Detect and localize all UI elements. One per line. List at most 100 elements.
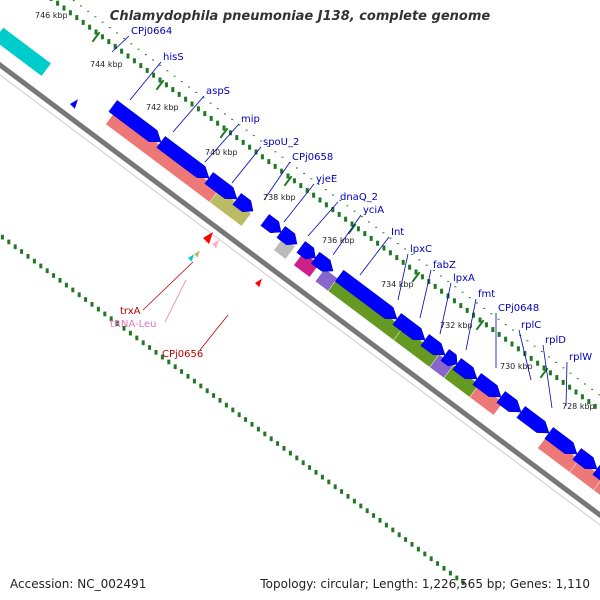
tick-mark — [71, 287, 75, 293]
tick-mark — [7, 239, 11, 245]
tick-mark — [96, 306, 100, 312]
tick-mark — [568, 384, 572, 390]
tick-mark — [252, 135, 255, 137]
tick-mark — [389, 237, 392, 239]
tick-mark — [561, 379, 565, 385]
small-feature — [203, 232, 213, 244]
tick-mark — [101, 21, 104, 23]
cds-arrow — [516, 406, 550, 434]
leader-line — [204, 123, 240, 163]
tick-mark — [375, 226, 378, 228]
tick-mark — [429, 556, 433, 562]
tick-mark — [396, 243, 399, 245]
tick-mark — [542, 365, 546, 371]
scale-label: 736 kbp — [322, 236, 355, 245]
scale-label: 734 kbp — [381, 280, 414, 289]
tick-mark — [423, 551, 427, 557]
tick-mark — [144, 54, 147, 56]
tick-mark — [281, 156, 284, 158]
tick-mark — [359, 503, 363, 509]
cds-arrow — [296, 241, 316, 260]
tick-mark — [256, 426, 260, 432]
tick-mark — [317, 183, 320, 185]
tick-mark — [274, 151, 277, 153]
tick-mark — [154, 350, 158, 355]
scale-tick — [219, 127, 229, 139]
labels: 746 kbp 744 kbp 742 kbp 740 kbp 738 kbp 736 k… — [35, 11, 595, 411]
cds-arrow — [392, 313, 426, 341]
tick-mark — [254, 149, 258, 155]
leader-line — [231, 146, 262, 184]
tick-mark — [100, 34, 104, 40]
tick-mark — [139, 63, 143, 69]
tick-mark — [64, 282, 68, 288]
tick-mark — [209, 115, 213, 121]
tick-mark — [490, 313, 493, 315]
tick-mark — [350, 221, 354, 227]
tick-mark — [286, 173, 290, 179]
tick-mark — [188, 86, 190, 88]
tick-mark — [84, 297, 88, 302]
tick-mark — [269, 436, 273, 442]
gene-label: CPj0664 — [131, 26, 172, 37]
feature-track — [0, 27, 600, 496]
tick-mark — [569, 372, 572, 374]
tick-mark — [145, 67, 149, 73]
gene-label: hisS — [163, 52, 184, 63]
tick-mark — [167, 359, 171, 365]
tick-mark — [356, 226, 360, 232]
tick-mark — [109, 316, 113, 322]
tick-mark — [13, 244, 17, 250]
leader-line — [129, 61, 162, 101]
tick-mark — [148, 345, 152, 350]
scale-label: 742 kbp — [146, 103, 179, 112]
cds-arrow — [420, 334, 446, 356]
leader-line — [565, 361, 568, 407]
leader-line — [542, 344, 553, 409]
tick-mark — [141, 340, 145, 346]
tick-mark — [344, 216, 348, 222]
tick-mark — [224, 113, 226, 115]
cds-arrow — [334, 269, 398, 320]
tick-mark — [184, 96, 188, 102]
cds-arrow — [572, 448, 598, 470]
tick-mark — [308, 465, 312, 470]
cds-arrow — [544, 427, 578, 455]
tick-mark — [580, 394, 584, 400]
tick-mark — [222, 125, 226, 131]
tick-mark — [337, 211, 341, 217]
leader-line — [332, 214, 362, 256]
leader-line — [397, 253, 409, 301]
cds-arrow — [260, 214, 282, 234]
tick-mark — [88, 24, 92, 30]
tick-mark — [562, 367, 565, 369]
tick-mark — [548, 356, 550, 358]
tick-mark — [49, 0, 53, 1]
tick-mark — [273, 163, 277, 169]
tick-mark — [39, 263, 43, 269]
tick-mark — [158, 77, 162, 83]
tick-mark — [593, 403, 597, 409]
tick-mark — [378, 518, 382, 523]
tick-mark — [468, 297, 471, 299]
tick-mark — [465, 307, 469, 313]
tick-mark — [382, 245, 386, 251]
gene-label: yciA — [363, 205, 384, 216]
tick-mark — [516, 346, 520, 352]
tick-mark — [209, 102, 212, 104]
tick-mark — [410, 542, 414, 547]
tick-mark — [555, 361, 558, 363]
tick-mark — [372, 513, 376, 518]
tick-mark — [173, 364, 177, 370]
tick-mark — [420, 274, 424, 280]
tick-mark — [180, 81, 183, 83]
cds-arrow — [440, 349, 458, 367]
tick-mark — [260, 154, 264, 160]
tick-mark — [282, 446, 286, 451]
tick-mark — [116, 32, 118, 34]
tick-mark — [533, 345, 536, 347]
tick-mark — [442, 566, 446, 571]
tick-mark — [353, 210, 356, 212]
tick-mark — [180, 369, 184, 374]
tick-mark — [301, 460, 305, 466]
